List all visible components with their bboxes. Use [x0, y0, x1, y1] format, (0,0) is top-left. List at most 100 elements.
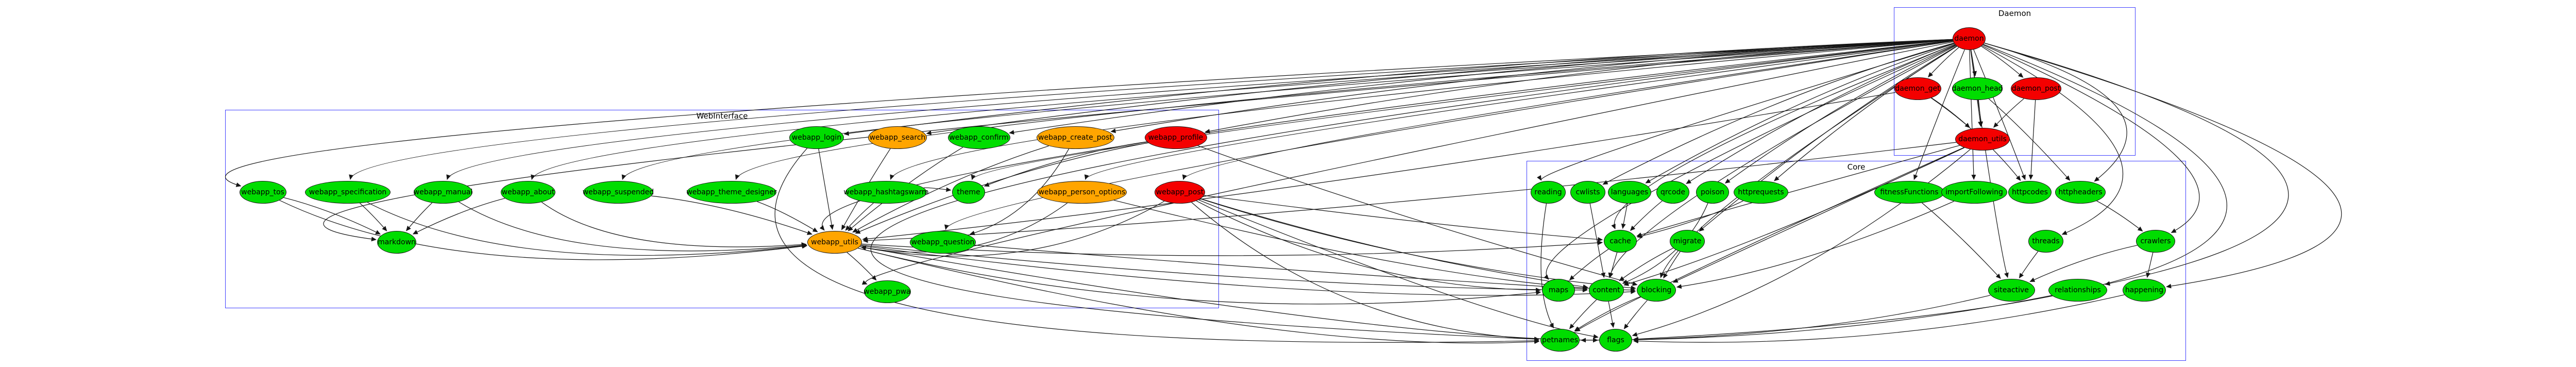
node-importFollowing: importFollowing — [1941, 181, 2008, 204]
node-label: importFollowing — [1945, 188, 2003, 196]
node-daemon_post: daemon_post — [2010, 77, 2062, 100]
node-label: daemon — [1954, 35, 1984, 43]
node-label: daemon_utils — [1958, 135, 2007, 143]
node-happening: happening — [2123, 279, 2166, 302]
node-label: cache — [1609, 237, 1631, 245]
edge-webapp_post-to-maps — [1196, 201, 1541, 293]
node-content: content — [1588, 279, 1624, 302]
node-label: threads — [2032, 237, 2060, 245]
node-fitnessFunctions: fitnessFunctions — [1874, 181, 1944, 204]
node-label: daemon_post — [2011, 85, 2061, 93]
cluster-webinterface-label: WebInterface — [696, 111, 748, 121]
node-label: httpcodes — [2012, 188, 2048, 196]
node-label: qrcode — [1660, 188, 1686, 196]
node-webapp_manual: webapp_manual — [414, 181, 472, 204]
node-blocking: blocking — [1637, 279, 1676, 302]
node-webapp_theme_designer: webapp_theme_designer — [686, 181, 777, 204]
node-qrcode: qrcode — [1656, 181, 1689, 204]
node-label: webapp_manual — [413, 188, 473, 196]
node-label: daemon_head — [1952, 85, 2003, 93]
node-label: webapp_create_post — [1038, 134, 1112, 142]
node-siteactive: siteactive — [1988, 279, 2035, 302]
node-label: webapp_theme_designer — [686, 188, 777, 196]
node-label: httpheaders — [2058, 188, 2103, 196]
node-label: migrate — [1673, 237, 1702, 245]
node-migrate: migrate — [1669, 230, 1705, 253]
node-webapp_confirm: webapp_confirm — [947, 126, 1010, 149]
node-label: webapp_person_options — [1038, 188, 1126, 196]
edge-daemon-to-webapp_post — [1182, 41, 1953, 180]
node-label: webapp_login — [791, 134, 842, 142]
node-label: cwlists — [1575, 188, 1600, 196]
node-httpcodes: httpcodes — [2008, 181, 2052, 204]
node-petnames: petnames — [1540, 329, 1580, 352]
node-webapp_profile: webapp_profile — [1144, 126, 1207, 149]
node-label: reading — [1534, 188, 1562, 196]
node-markdown: markdown — [377, 231, 416, 254]
edge-daemon-to-webapp_create_post — [1110, 39, 1953, 134]
node-label: flags — [1607, 336, 1624, 344]
node-threads: threads — [2028, 230, 2064, 253]
node-httprequests: httprequests — [1734, 181, 1788, 204]
node-webapp_person_options: webapp_person_options — [1037, 181, 1127, 204]
node-label: webapp_tos — [241, 188, 284, 196]
node-label: content — [1592, 286, 1620, 294]
node-daemon_get: daemon_get — [1894, 77, 1941, 100]
node-label: webapp_pwa — [863, 288, 911, 296]
node-label: webapp_post — [1156, 188, 1204, 196]
node-label: petnames — [1542, 336, 1578, 344]
node-label: webapp_about — [501, 188, 555, 196]
node-webapp_pwa: webapp_pwa — [863, 280, 911, 303]
node-httpheaders: httpheaders — [2055, 181, 2106, 204]
edge-daemon-to-webapp_profile — [1205, 39, 1953, 134]
node-label: daemon_get — [1895, 85, 1940, 93]
node-webapp_post: webapp_post — [1154, 181, 1206, 204]
node-label: webapp_utils — [811, 238, 858, 246]
node-label: webapp_search — [869, 134, 926, 142]
node-webapp_tos: webapp_tos — [239, 181, 286, 204]
node-webapp_question: webapp_question — [909, 231, 976, 254]
node-label: webapp_confirm — [949, 134, 1009, 142]
node-webapp_suspended: webapp_suspended — [582, 181, 654, 204]
node-webapp_utils: webapp_utils — [807, 231, 862, 254]
node-flags: flags — [1599, 329, 1632, 352]
node-label: theme — [957, 188, 980, 196]
node-label: crawlers — [2140, 237, 2171, 245]
cluster-core-label: Core — [1847, 162, 1866, 172]
node-webapp_login: webapp_login — [789, 126, 844, 149]
node-webapp_hashtagswarm: webapp_hashtagswarm — [843, 181, 929, 204]
node-daemon_head: daemon_head — [1952, 77, 2003, 100]
edge-daemon-to-reading — [1537, 43, 1954, 181]
node-reading: reading — [1530, 181, 1566, 204]
node-label: happening — [2125, 286, 2164, 294]
node-label: markdown — [378, 238, 416, 246]
cluster-daemon-label: Daemon — [1998, 9, 2031, 18]
node-webapp_specification: webapp_specification — [305, 181, 391, 204]
node-webapp_search: webapp_search — [868, 126, 927, 149]
node-label: maps — [1548, 286, 1569, 294]
node-cache: cache — [1604, 230, 1637, 253]
node-label: webapp_specification — [309, 188, 387, 196]
node-label: languages — [1611, 188, 1649, 196]
node-maps: maps — [1542, 279, 1575, 302]
node-label: webapp_question — [911, 238, 975, 246]
node-webapp_about: webapp_about — [501, 181, 555, 204]
node-label: webapp_suspended — [582, 188, 654, 196]
node-label: httprequests — [1738, 188, 1784, 196]
node-label: relationships — [2055, 286, 2101, 294]
node-daemon: daemon — [1953, 27, 1986, 50]
node-label: poison — [1700, 188, 1725, 196]
node-languages: languages — [1608, 181, 1651, 204]
node-label: blocking — [1641, 286, 1672, 294]
node-daemon_utils: daemon_utils — [1955, 128, 2010, 151]
node-cwlists: cwlists — [1570, 181, 1606, 204]
edge-webapp_post-to-petnames — [1191, 202, 1540, 342]
node-label: webapp_profile — [1148, 134, 1204, 142]
node-label: webapp_hashtagswarm — [843, 188, 929, 196]
node-label: siteactive — [1994, 286, 2029, 294]
node-webapp_create_post: webapp_create_post — [1036, 126, 1114, 149]
node-crawlers: crawlers — [2136, 230, 2175, 253]
node-relationships: relationships — [2048, 279, 2107, 302]
node-poison: poison — [1696, 181, 1729, 204]
